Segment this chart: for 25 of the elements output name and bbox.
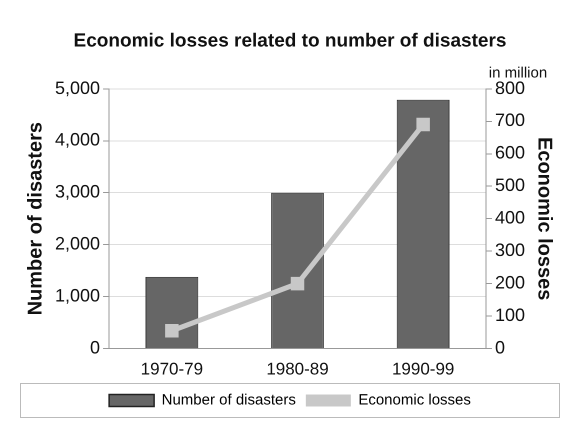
legend-label: Economic losses — [358, 392, 471, 409]
point — [165, 324, 179, 338]
point — [416, 118, 430, 132]
legend-label: Number of disasters — [162, 392, 296, 409]
y-tick-label: 3,000 — [54, 182, 100, 202]
chart-title: Economic losses related to number of disasters — [74, 30, 506, 52]
x-tick-label: 1980-89 — [266, 359, 329, 378]
y-tick-label: 2,000 — [54, 234, 100, 254]
y-tick-label: 5,000 — [54, 78, 100, 98]
y2-axis-title: Economic losses — [533, 136, 556, 300]
y2-tick-label: 700 — [494, 110, 526, 130]
x-tick-label: 1990-99 — [392, 359, 454, 378]
y2-tick-label: 500 — [494, 175, 526, 196]
x-tick-label: 1970-79 — [140, 359, 204, 378]
y-tick-label: 1,000 — [54, 286, 100, 306]
y2-tick-label: 200 — [494, 272, 526, 293]
y2-tick-label: 100 — [494, 305, 526, 326]
y2-tick-label: 0 — [494, 338, 505, 358]
point — [290, 276, 304, 290]
y-tick-label: 4,000 — [54, 130, 100, 150]
y2-tick-label: 300 — [494, 240, 526, 260]
y2-tick-label: 400 — [494, 208, 526, 228]
y-tick-label: 0 — [90, 338, 100, 358]
y-axis-title: Number of disasters — [24, 122, 47, 316]
y2-tick-label: 600 — [494, 142, 526, 163]
